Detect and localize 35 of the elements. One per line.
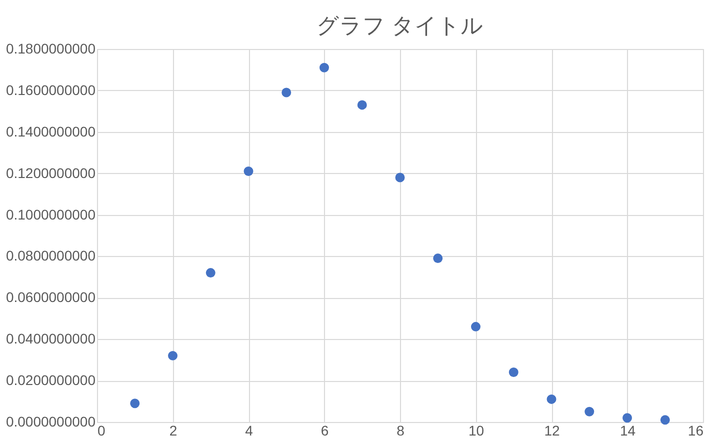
point bbox=[395, 172, 405, 182]
point bbox=[244, 166, 254, 176]
point bbox=[433, 254, 443, 264]
x-tick-label: 14 bbox=[620, 422, 636, 438]
point bbox=[660, 415, 670, 425]
x-tick-label: 12 bbox=[544, 422, 560, 438]
x-tick-label: 8 bbox=[396, 422, 405, 438]
point bbox=[584, 406, 594, 416]
x-tick-label: 2 bbox=[169, 422, 178, 438]
point bbox=[206, 268, 216, 278]
point bbox=[282, 88, 292, 98]
x-tick-label: 6 bbox=[320, 422, 329, 438]
point bbox=[546, 394, 556, 404]
y-tick-label: 0.0800000000 bbox=[6, 248, 96, 264]
y-tick-label: 0.1800000000 bbox=[6, 40, 96, 56]
x-tick-label: 4 bbox=[245, 422, 254, 438]
y-tick-label: 0.1200000000 bbox=[6, 164, 96, 181]
y-tick-label: 0.0200000000 bbox=[6, 372, 96, 388]
y-tick-label: 0.0400000000 bbox=[6, 330, 96, 347]
y-tick-label: 0.1000000000 bbox=[6, 206, 96, 222]
x-tick-label: 10 bbox=[468, 422, 484, 438]
x-tick-label: 16 bbox=[688, 422, 704, 438]
y-tick-label: 0.1400000000 bbox=[6, 123, 96, 140]
y-tick-label: 0.0000000000 bbox=[6, 414, 96, 430]
point bbox=[471, 322, 480, 332]
point bbox=[622, 413, 632, 423]
point bbox=[168, 350, 178, 360]
point bbox=[357, 100, 367, 110]
point bbox=[130, 398, 140, 408]
point bbox=[320, 62, 329, 72]
y-tick-label: 0.0600000000 bbox=[6, 289, 96, 306]
point bbox=[508, 368, 518, 377]
y-tick-label: 0.1600000000 bbox=[6, 82, 96, 98]
chart-title: グラフ タイトル bbox=[316, 13, 484, 38]
x-tick-label: 0 bbox=[98, 422, 106, 438]
